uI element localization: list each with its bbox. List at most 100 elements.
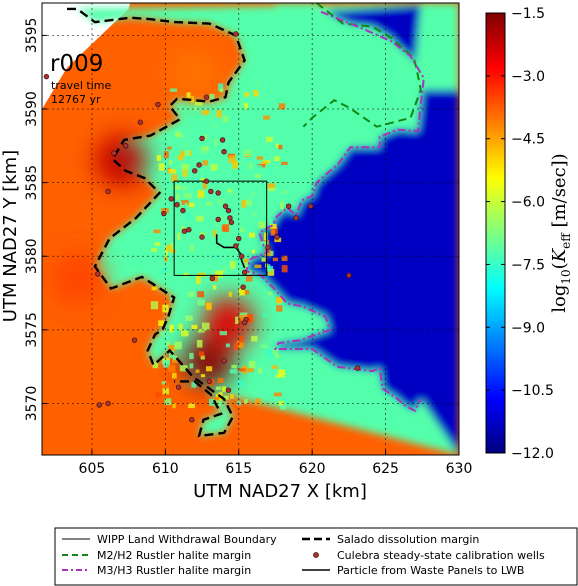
- speckle-cell: [189, 202, 195, 208]
- speckle-cell: [161, 208, 169, 214]
- speckle-cell: [234, 162, 242, 166]
- legend-label: Culebra steady-state calibration wells: [337, 549, 545, 562]
- x-tick-label: 625: [372, 461, 399, 477]
- speckle-cell: [267, 268, 275, 276]
- speckle-cell: [253, 89, 259, 97]
- well-point: [161, 210, 167, 217]
- speckle-cell: [189, 352, 194, 360]
- plot-frame: [41, 2, 460, 456]
- speckle-cell: [255, 174, 262, 178]
- speckle-cell: [156, 155, 162, 161]
- well-point: [293, 215, 299, 221]
- speckle-cell: [278, 144, 283, 150]
- well-point: [274, 234, 280, 240]
- speckle-cell: [274, 237, 282, 243]
- speckle-cell: [200, 177, 205, 182]
- speckle-cell: [166, 341, 170, 346]
- speckle-cell: [201, 322, 210, 331]
- speckle-cell: [234, 342, 239, 351]
- speckle-cell: [240, 227, 245, 233]
- speckle-cell: [276, 305, 283, 312]
- speckle-cell: [277, 369, 286, 378]
- y-tick-label: 3585: [24, 165, 40, 201]
- speckle-cell: [186, 92, 191, 98]
- speckle-cell: [183, 150, 190, 156]
- speckle-cell: [179, 365, 188, 372]
- speckle-cell: [216, 109, 222, 118]
- speckle-cell: [161, 384, 170, 389]
- x-tick-label: 630: [446, 461, 473, 477]
- well-point: [189, 416, 195, 423]
- speckle-cell: [267, 169, 273, 176]
- speckle-cell: [281, 255, 288, 262]
- speckle-cell: [231, 364, 237, 369]
- speckle-cell: [158, 163, 165, 171]
- speckle-cell: [275, 374, 279, 379]
- speckle-cell: [177, 202, 183, 208]
- speckle-cell: [268, 185, 276, 192]
- cb-tick-label: −7.5: [511, 257, 545, 273]
- unmodeled-region: [42, 3, 131, 109]
- speckle-cell: [188, 403, 195, 409]
- speckle-cell: [265, 265, 274, 271]
- legend-label: Particle from Waste Panels to LWB: [337, 564, 524, 577]
- m2h2-margin-line: [302, 3, 422, 128]
- well-point: [241, 319, 248, 326]
- hot-spot: [202, 296, 255, 349]
- speckle-cell: [167, 146, 172, 150]
- legend-label: Salado dissolution margin: [337, 533, 479, 546]
- speckle-cell: [197, 291, 205, 298]
- legend-label: WIPP Land Withdrawal Boundary: [97, 533, 277, 546]
- speckle-cell: [244, 103, 249, 109]
- speckle-cell: [228, 291, 233, 297]
- speckle-cell: [183, 193, 192, 199]
- well-point: [215, 216, 221, 223]
- speckle-cell: [181, 134, 185, 138]
- well-point: [43, 73, 50, 80]
- well-point: [346, 272, 352, 279]
- speckle-cell: [275, 143, 280, 148]
- speckle-cell: [160, 331, 166, 335]
- speckle-cell: [224, 219, 230, 227]
- speckle-cell: [268, 219, 273, 225]
- speckle-cell: [218, 83, 224, 92]
- speckle-cell: [248, 162, 253, 169]
- well-point: [95, 271, 101, 277]
- well-point: [174, 202, 180, 208]
- cb-tick-label: −6.0: [511, 195, 545, 211]
- speckle-cell: [171, 174, 178, 182]
- speckle-cell: [281, 161, 288, 165]
- well-point: [221, 358, 227, 364]
- speckle-cell: [181, 163, 189, 170]
- speckle-cell: [198, 204, 204, 209]
- well-point: [236, 235, 242, 242]
- speckle-cell: [182, 169, 188, 177]
- well-point: [240, 284, 246, 290]
- speckle-cell: [210, 164, 218, 171]
- speckle-cell: [173, 185, 181, 190]
- speckle-cell: [182, 142, 188, 148]
- speckle-cell: [170, 296, 175, 301]
- well-point: [209, 275, 216, 282]
- colorbar-gradient: [485, 12, 506, 454]
- speckle-cell: [206, 366, 213, 372]
- well-point: [354, 365, 361, 371]
- heatmap-layer: [42, 3, 459, 455]
- cb-tick-label: −1.5: [511, 6, 545, 22]
- speckle-cell: [230, 394, 234, 399]
- y-tick-label: 3580: [24, 238, 40, 274]
- speckle-cell: [161, 381, 167, 385]
- well-point: [199, 234, 205, 240]
- well-point: [196, 162, 202, 168]
- speckle-cell: [267, 183, 276, 189]
- speckle-cell: [196, 215, 204, 222]
- hot-spot: [181, 336, 234, 389]
- speckle-cell: [151, 248, 157, 253]
- y-tick-label: 3575: [24, 312, 40, 348]
- cb-tick-label: −9.0: [511, 320, 545, 336]
- speckle-cell: [164, 256, 168, 262]
- well-point: [175, 384, 182, 390]
- y-tick-label: 3570: [24, 386, 40, 422]
- y-tick-label: 3595: [24, 18, 40, 54]
